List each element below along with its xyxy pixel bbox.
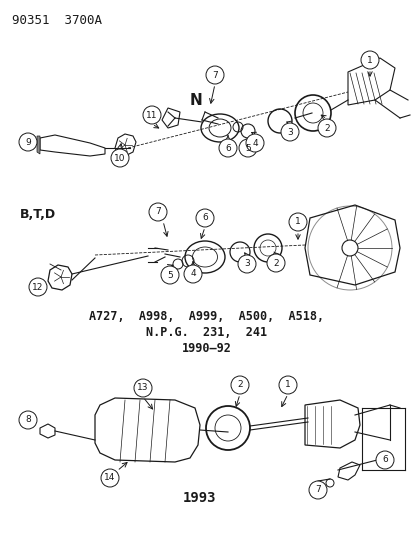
Text: 1990–92: 1990–92 xyxy=(182,342,231,355)
Circle shape xyxy=(101,469,119,487)
Text: 1: 1 xyxy=(366,55,372,64)
Circle shape xyxy=(19,411,37,429)
Circle shape xyxy=(183,265,202,283)
Text: 14: 14 xyxy=(104,473,115,482)
Text: 6: 6 xyxy=(202,214,207,222)
Text: 3: 3 xyxy=(287,127,292,136)
Circle shape xyxy=(161,266,178,284)
Text: N: N xyxy=(189,93,202,108)
Circle shape xyxy=(317,119,335,137)
Text: 1: 1 xyxy=(285,381,290,390)
Circle shape xyxy=(308,481,326,499)
Text: 4: 4 xyxy=(252,139,257,148)
Circle shape xyxy=(245,134,263,152)
Circle shape xyxy=(149,203,166,221)
Text: 6: 6 xyxy=(381,456,387,464)
Text: 5: 5 xyxy=(244,143,250,152)
Circle shape xyxy=(29,278,47,296)
Circle shape xyxy=(360,51,378,69)
Circle shape xyxy=(266,254,284,272)
Text: 3: 3 xyxy=(244,260,249,269)
Text: 7: 7 xyxy=(211,70,217,79)
Text: 2: 2 xyxy=(323,124,329,133)
Text: N.P.G.  231,  241: N.P.G. 231, 241 xyxy=(146,326,267,339)
Circle shape xyxy=(111,149,129,167)
Circle shape xyxy=(238,139,256,157)
Circle shape xyxy=(218,139,236,157)
Circle shape xyxy=(375,451,393,469)
Text: 10: 10 xyxy=(114,154,126,163)
Circle shape xyxy=(278,376,296,394)
Circle shape xyxy=(230,376,248,394)
Polygon shape xyxy=(37,136,40,154)
Circle shape xyxy=(134,379,152,397)
Circle shape xyxy=(280,123,298,141)
Circle shape xyxy=(142,106,161,124)
Text: 8: 8 xyxy=(25,416,31,424)
Text: 4: 4 xyxy=(190,270,195,279)
Text: 2: 2 xyxy=(273,259,278,268)
Text: A727,  A998,  A999,  A500,  A518,: A727, A998, A999, A500, A518, xyxy=(89,310,324,323)
Text: 13: 13 xyxy=(137,384,148,392)
Text: 2: 2 xyxy=(237,381,242,390)
Circle shape xyxy=(237,255,255,273)
Text: 9: 9 xyxy=(25,138,31,147)
Circle shape xyxy=(19,133,37,151)
Text: 7: 7 xyxy=(314,486,320,495)
Text: 1993: 1993 xyxy=(183,491,216,505)
Text: B,T,D: B,T,D xyxy=(20,208,56,222)
Text: 7: 7 xyxy=(155,207,161,216)
Circle shape xyxy=(206,66,223,84)
Text: 11: 11 xyxy=(146,110,157,119)
Text: 5: 5 xyxy=(167,271,173,279)
Text: 90351  3700A: 90351 3700A xyxy=(12,14,102,27)
Text: 12: 12 xyxy=(32,282,44,292)
Text: 6: 6 xyxy=(225,143,230,152)
Circle shape xyxy=(195,209,214,227)
Text: 1: 1 xyxy=(294,217,300,227)
Circle shape xyxy=(288,213,306,231)
